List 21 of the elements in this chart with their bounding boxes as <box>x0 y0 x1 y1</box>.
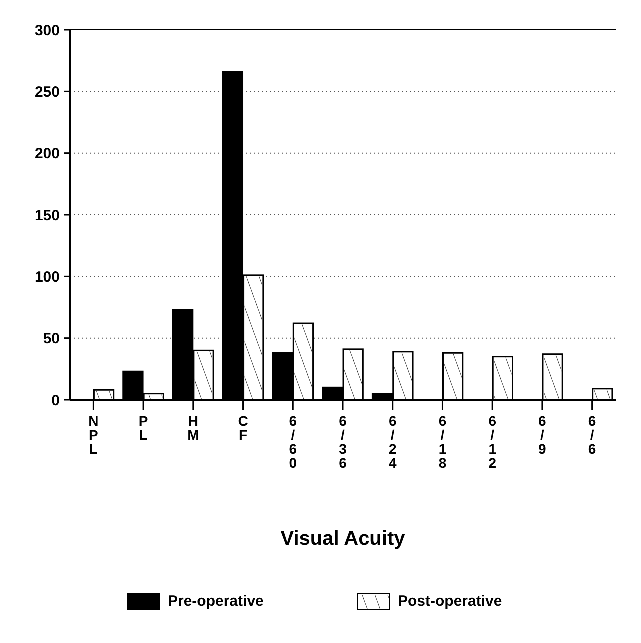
x-tick-label: 6/12 <box>488 413 497 471</box>
x-tick-label: 6/36 <box>339 413 348 471</box>
x-tick-label: NPL <box>88 413 99 457</box>
y-tick-label: 300 <box>34 22 60 40</box>
y-tick-label: 0 <box>52 392 60 410</box>
x-tick-label: 6/60 <box>289 413 298 471</box>
x-axis-title: Visual Acuity <box>280 528 406 550</box>
legend-label: Pre-operative <box>168 593 264 610</box>
x-tick-label: CF <box>238 413 248 443</box>
y-tick-label: 200 <box>34 146 60 163</box>
x-tick-label: 6/9 <box>538 413 547 457</box>
x-tick-label: 6/18 <box>438 413 447 471</box>
x-tick-label: 6/24 <box>388 413 397 471</box>
y-tick-label: 50 <box>43 330 60 348</box>
x-tick-label: PL <box>138 413 148 443</box>
y-tick-label: 100 <box>34 268 60 286</box>
x-tick-label: 6/6 <box>588 413 596 457</box>
legend-label: Post-operative <box>398 593 502 610</box>
y-tick-label: 150 <box>34 207 60 224</box>
y-tick-label: 250 <box>34 84 60 101</box>
x-tick-label: HM <box>188 413 200 443</box>
